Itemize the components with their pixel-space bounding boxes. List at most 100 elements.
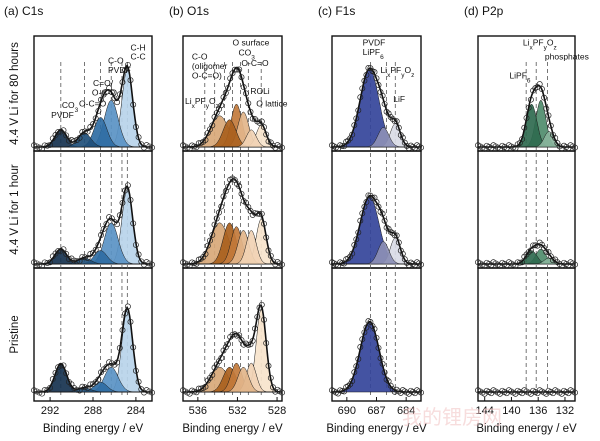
data-point — [258, 301, 265, 308]
data-point — [375, 203, 382, 210]
annotation: PVDF — [51, 110, 74, 120]
data-point — [124, 303, 131, 310]
data-point — [222, 344, 229, 351]
data-point — [534, 242, 541, 249]
data-point — [211, 221, 218, 228]
data-point — [353, 236, 360, 243]
annotation: C=O/ — [93, 78, 114, 88]
data-point — [116, 345, 123, 351]
data-point — [411, 145, 418, 152]
data-point — [258, 118, 265, 125]
data-point — [407, 142, 414, 149]
data-point — [375, 82, 382, 88]
panel-title: (a) C1s — [4, 4, 43, 18]
data-point — [263, 340, 270, 347]
component-4 — [183, 129, 282, 148]
data-point — [127, 77, 134, 84]
component-1 — [332, 127, 421, 148]
data-point — [385, 110, 392, 117]
annotation: LiF — [393, 94, 405, 104]
data-point — [31, 387, 37, 394]
panel-title: (d) P2p — [464, 4, 504, 18]
annotation: LixPFyOz — [380, 65, 414, 79]
annotation: CO3 — [62, 100, 79, 114]
data-point — [395, 239, 402, 246]
data-point — [238, 74, 245, 81]
data-point — [256, 210, 263, 217]
data-point — [204, 242, 211, 249]
data-point — [407, 259, 414, 266]
data-point — [84, 255, 91, 261]
panel-title: (b) O1s — [169, 4, 209, 18]
x-tick-label: 687 — [367, 405, 385, 417]
data-point — [100, 226, 107, 232]
x-tick-label: 288 — [84, 405, 102, 417]
data-point — [95, 242, 102, 248]
data-point — [122, 66, 129, 73]
data-point — [397, 247, 404, 254]
data-point — [418, 144, 424, 151]
data-point — [234, 332, 240, 339]
annotation: C-O — [192, 52, 208, 62]
annotation: LixPFyOz — [523, 38, 557, 52]
annotation: O-C=O) — [192, 70, 222, 80]
data-point — [521, 124, 528, 131]
x-tick-label: 684 — [397, 405, 415, 417]
data-point — [124, 61, 131, 68]
data-point — [355, 229, 362, 236]
data-point — [405, 390, 412, 397]
data-point — [68, 381, 75, 388]
data-point — [572, 144, 578, 151]
data-point — [547, 122, 554, 129]
data-point — [130, 344, 137, 351]
data-point — [349, 378, 356, 384]
data-point — [36, 389, 43, 396]
data-point — [536, 239, 543, 246]
annotation: O-C-O — [92, 88, 117, 98]
data-point — [245, 341, 252, 348]
data-point — [63, 132, 70, 139]
data-point — [211, 364, 218, 371]
data-point — [87, 251, 94, 257]
data-point — [247, 108, 254, 115]
data-point — [399, 250, 406, 257]
data-point — [543, 249, 550, 256]
data-point — [371, 325, 378, 332]
data-point — [191, 143, 198, 150]
data-point — [552, 135, 559, 141]
data-point — [31, 259, 37, 266]
data-point — [381, 217, 388, 224]
data-point — [87, 381, 94, 388]
data-point — [143, 259, 150, 266]
data-point — [387, 114, 394, 120]
annotation: PVDF — [108, 65, 131, 75]
data-point — [95, 107, 102, 114]
data-point — [103, 364, 110, 371]
data-point — [218, 203, 225, 210]
data-point — [47, 384, 54, 391]
data-point — [47, 141, 54, 148]
data-point — [381, 369, 388, 376]
x-tick-label: 132 — [556, 405, 574, 417]
component-3 — [183, 366, 282, 393]
data-point — [411, 262, 418, 269]
data-point — [377, 89, 384, 96]
data-point — [527, 247, 534, 254]
x-tick-label: 136 — [529, 405, 547, 417]
data-point — [263, 234, 270, 241]
data-point — [379, 92, 386, 99]
data-point — [146, 388, 153, 395]
data-point — [116, 212, 123, 219]
data-point — [367, 65, 374, 72]
data-point — [521, 253, 528, 260]
data-point — [391, 232, 398, 239]
data-point — [79, 383, 86, 390]
x-tick-label: 536 — [189, 405, 207, 417]
data-point — [335, 145, 342, 152]
data-point — [119, 79, 126, 86]
component-4 — [183, 229, 282, 265]
annotation: phosphates — [545, 52, 589, 62]
data-point — [375, 344, 382, 351]
annotation: O-C=O — [79, 98, 107, 108]
